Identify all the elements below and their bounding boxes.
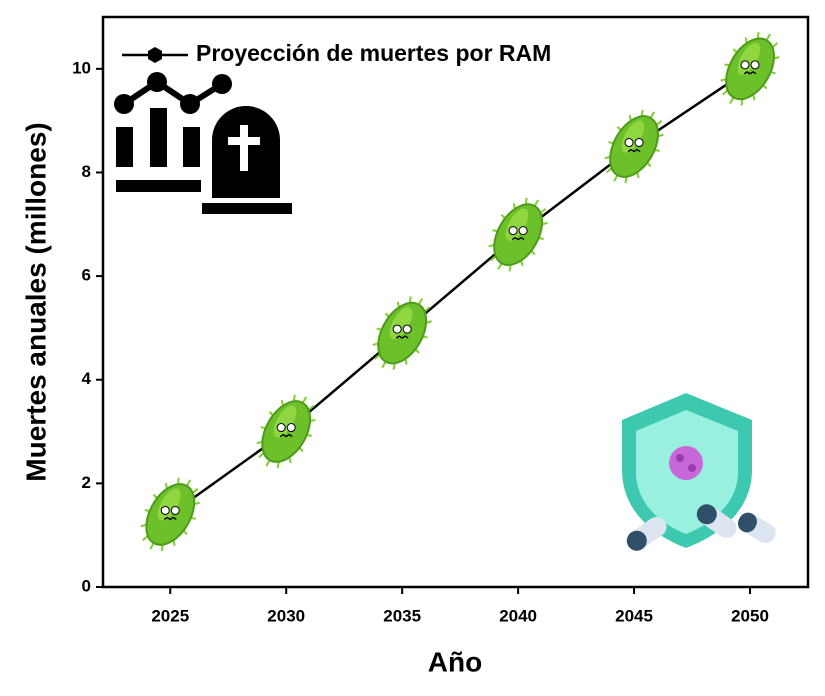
eye xyxy=(740,60,750,70)
bacterium xyxy=(256,394,316,469)
eye xyxy=(160,505,170,515)
y-tick-label: 4 xyxy=(82,369,92,388)
mouth xyxy=(395,335,409,339)
point-marker xyxy=(604,109,664,184)
y-tick-label: 2 xyxy=(82,473,91,492)
x-tick-label: 2030 xyxy=(267,606,305,625)
y-tick-label: 10 xyxy=(72,58,91,77)
eye xyxy=(170,505,180,515)
x-tick-label: 2025 xyxy=(151,606,189,625)
legend-label: Proyección de muertes por RAM xyxy=(196,40,551,66)
mouth xyxy=(511,236,525,241)
y-tick-label: 8 xyxy=(82,162,91,181)
eye xyxy=(276,423,286,433)
legend-marker xyxy=(148,47,162,63)
mouth xyxy=(743,71,757,75)
eye xyxy=(508,226,518,236)
point-marker xyxy=(140,477,200,552)
eye xyxy=(402,324,412,334)
eye xyxy=(286,423,296,433)
x-tick-label: 2040 xyxy=(499,606,537,625)
death-icon xyxy=(114,72,292,214)
y-axis-label: Muertes anuales (millones) xyxy=(20,122,51,481)
mouth xyxy=(627,148,641,153)
eye xyxy=(392,324,402,334)
bacterium xyxy=(488,197,548,272)
plot-frame xyxy=(101,15,810,589)
bacterium xyxy=(140,477,200,552)
mouth xyxy=(163,516,177,521)
mouth xyxy=(279,433,293,438)
y-tick-label: 6 xyxy=(82,266,91,285)
bacterium xyxy=(372,296,432,370)
bacterium xyxy=(604,109,664,184)
bacterium xyxy=(720,32,780,106)
eye xyxy=(624,138,634,148)
x-tick-label: 2035 xyxy=(383,606,421,625)
point-marker xyxy=(720,32,780,106)
point-marker xyxy=(488,197,548,272)
x-axis-label: Año xyxy=(428,646,482,677)
eye xyxy=(518,226,528,236)
x-tick-label: 2045 xyxy=(615,606,653,625)
eye xyxy=(750,60,760,70)
point-marker xyxy=(372,296,432,370)
y-tick-label: 0 xyxy=(82,576,91,595)
x-tick-label: 2050 xyxy=(731,606,769,625)
eye xyxy=(634,138,644,148)
point-marker xyxy=(256,394,316,469)
shield-icon xyxy=(622,393,776,551)
